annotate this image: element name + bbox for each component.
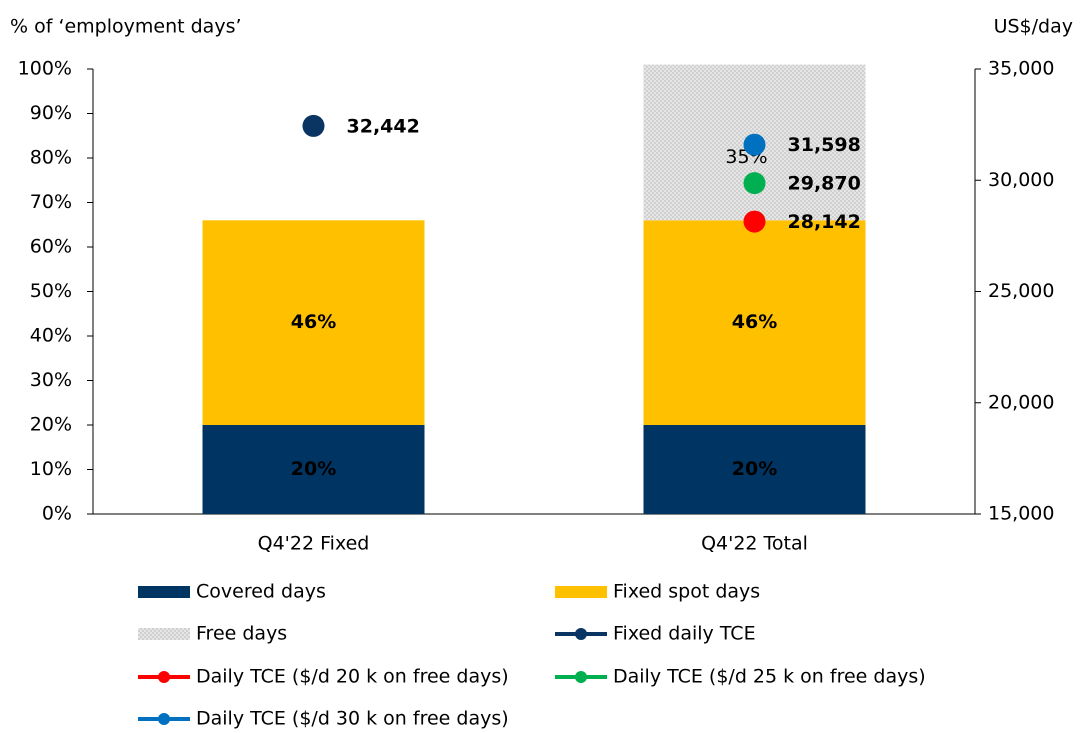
y-tick-label: 30% bbox=[30, 369, 72, 391]
bar-label: 46% bbox=[732, 311, 777, 333]
bar-segment bbox=[643, 425, 866, 514]
y-tick-label: 10% bbox=[30, 458, 72, 480]
legend-label: Free days bbox=[196, 623, 287, 645]
legend-marker bbox=[575, 671, 587, 683]
tce-point bbox=[743, 210, 766, 233]
legend-label: Daily TCE ($/d 25 k on free days) bbox=[613, 666, 926, 688]
tce-point bbox=[743, 172, 766, 195]
legend-marker bbox=[575, 628, 587, 640]
point-label: 28,142 bbox=[788, 211, 861, 233]
legend-marker bbox=[158, 713, 170, 725]
y2-tick-label: 25,000 bbox=[988, 280, 1054, 302]
tce-point bbox=[302, 114, 325, 137]
y-tick-label: 20% bbox=[30, 414, 72, 436]
bar-segment bbox=[202, 425, 425, 514]
bar-label: 20% bbox=[291, 458, 336, 480]
legend-swatch bbox=[138, 586, 190, 598]
legend-label: Daily TCE ($/d 30 k on free days) bbox=[196, 708, 509, 730]
y2-axis-label: US$/day bbox=[994, 16, 1073, 38]
y-tick-label: 40% bbox=[30, 325, 72, 347]
y-tick-label: 80% bbox=[30, 147, 72, 169]
legend-swatch bbox=[555, 586, 607, 598]
y2-tick-label: 15,000 bbox=[988, 503, 1054, 525]
legend-label: Fixed daily TCE bbox=[613, 623, 756, 645]
y-tick-label: 0% bbox=[42, 503, 72, 525]
x-tick-label: Q4'22 Total bbox=[701, 533, 808, 555]
y-tick-label: 100% bbox=[18, 58, 72, 80]
legend-label: Fixed spot days bbox=[613, 581, 760, 603]
y2-tick-label: 30,000 bbox=[988, 169, 1054, 191]
y-tick-label: 50% bbox=[30, 280, 72, 302]
point-label: 29,870 bbox=[788, 173, 861, 195]
y-axis-label: % of ‘employment days’ bbox=[10, 16, 242, 38]
bar-segment bbox=[202, 220, 425, 425]
y-tick-label: 90% bbox=[30, 102, 72, 124]
y2-tick-label: 20,000 bbox=[988, 391, 1054, 413]
y-tick-label: 60% bbox=[30, 236, 72, 258]
legend-swatch bbox=[138, 628, 190, 640]
bar-segment bbox=[643, 220, 866, 425]
y-tick-label: 70% bbox=[30, 191, 72, 213]
bar-label: 46% bbox=[291, 311, 336, 333]
y2-tick-label: 35,000 bbox=[988, 58, 1054, 80]
x-tick-label: Q4'22 Fixed bbox=[258, 533, 370, 555]
point-label: 32,442 bbox=[347, 115, 420, 137]
bar-label: 20% bbox=[732, 458, 777, 480]
point-label: 31,598 bbox=[788, 134, 861, 156]
legend-label: Covered days bbox=[196, 581, 326, 603]
tce-point bbox=[743, 133, 766, 156]
legend-marker bbox=[158, 671, 170, 683]
legend-label: Daily TCE ($/d 20 k on free days) bbox=[196, 666, 509, 688]
